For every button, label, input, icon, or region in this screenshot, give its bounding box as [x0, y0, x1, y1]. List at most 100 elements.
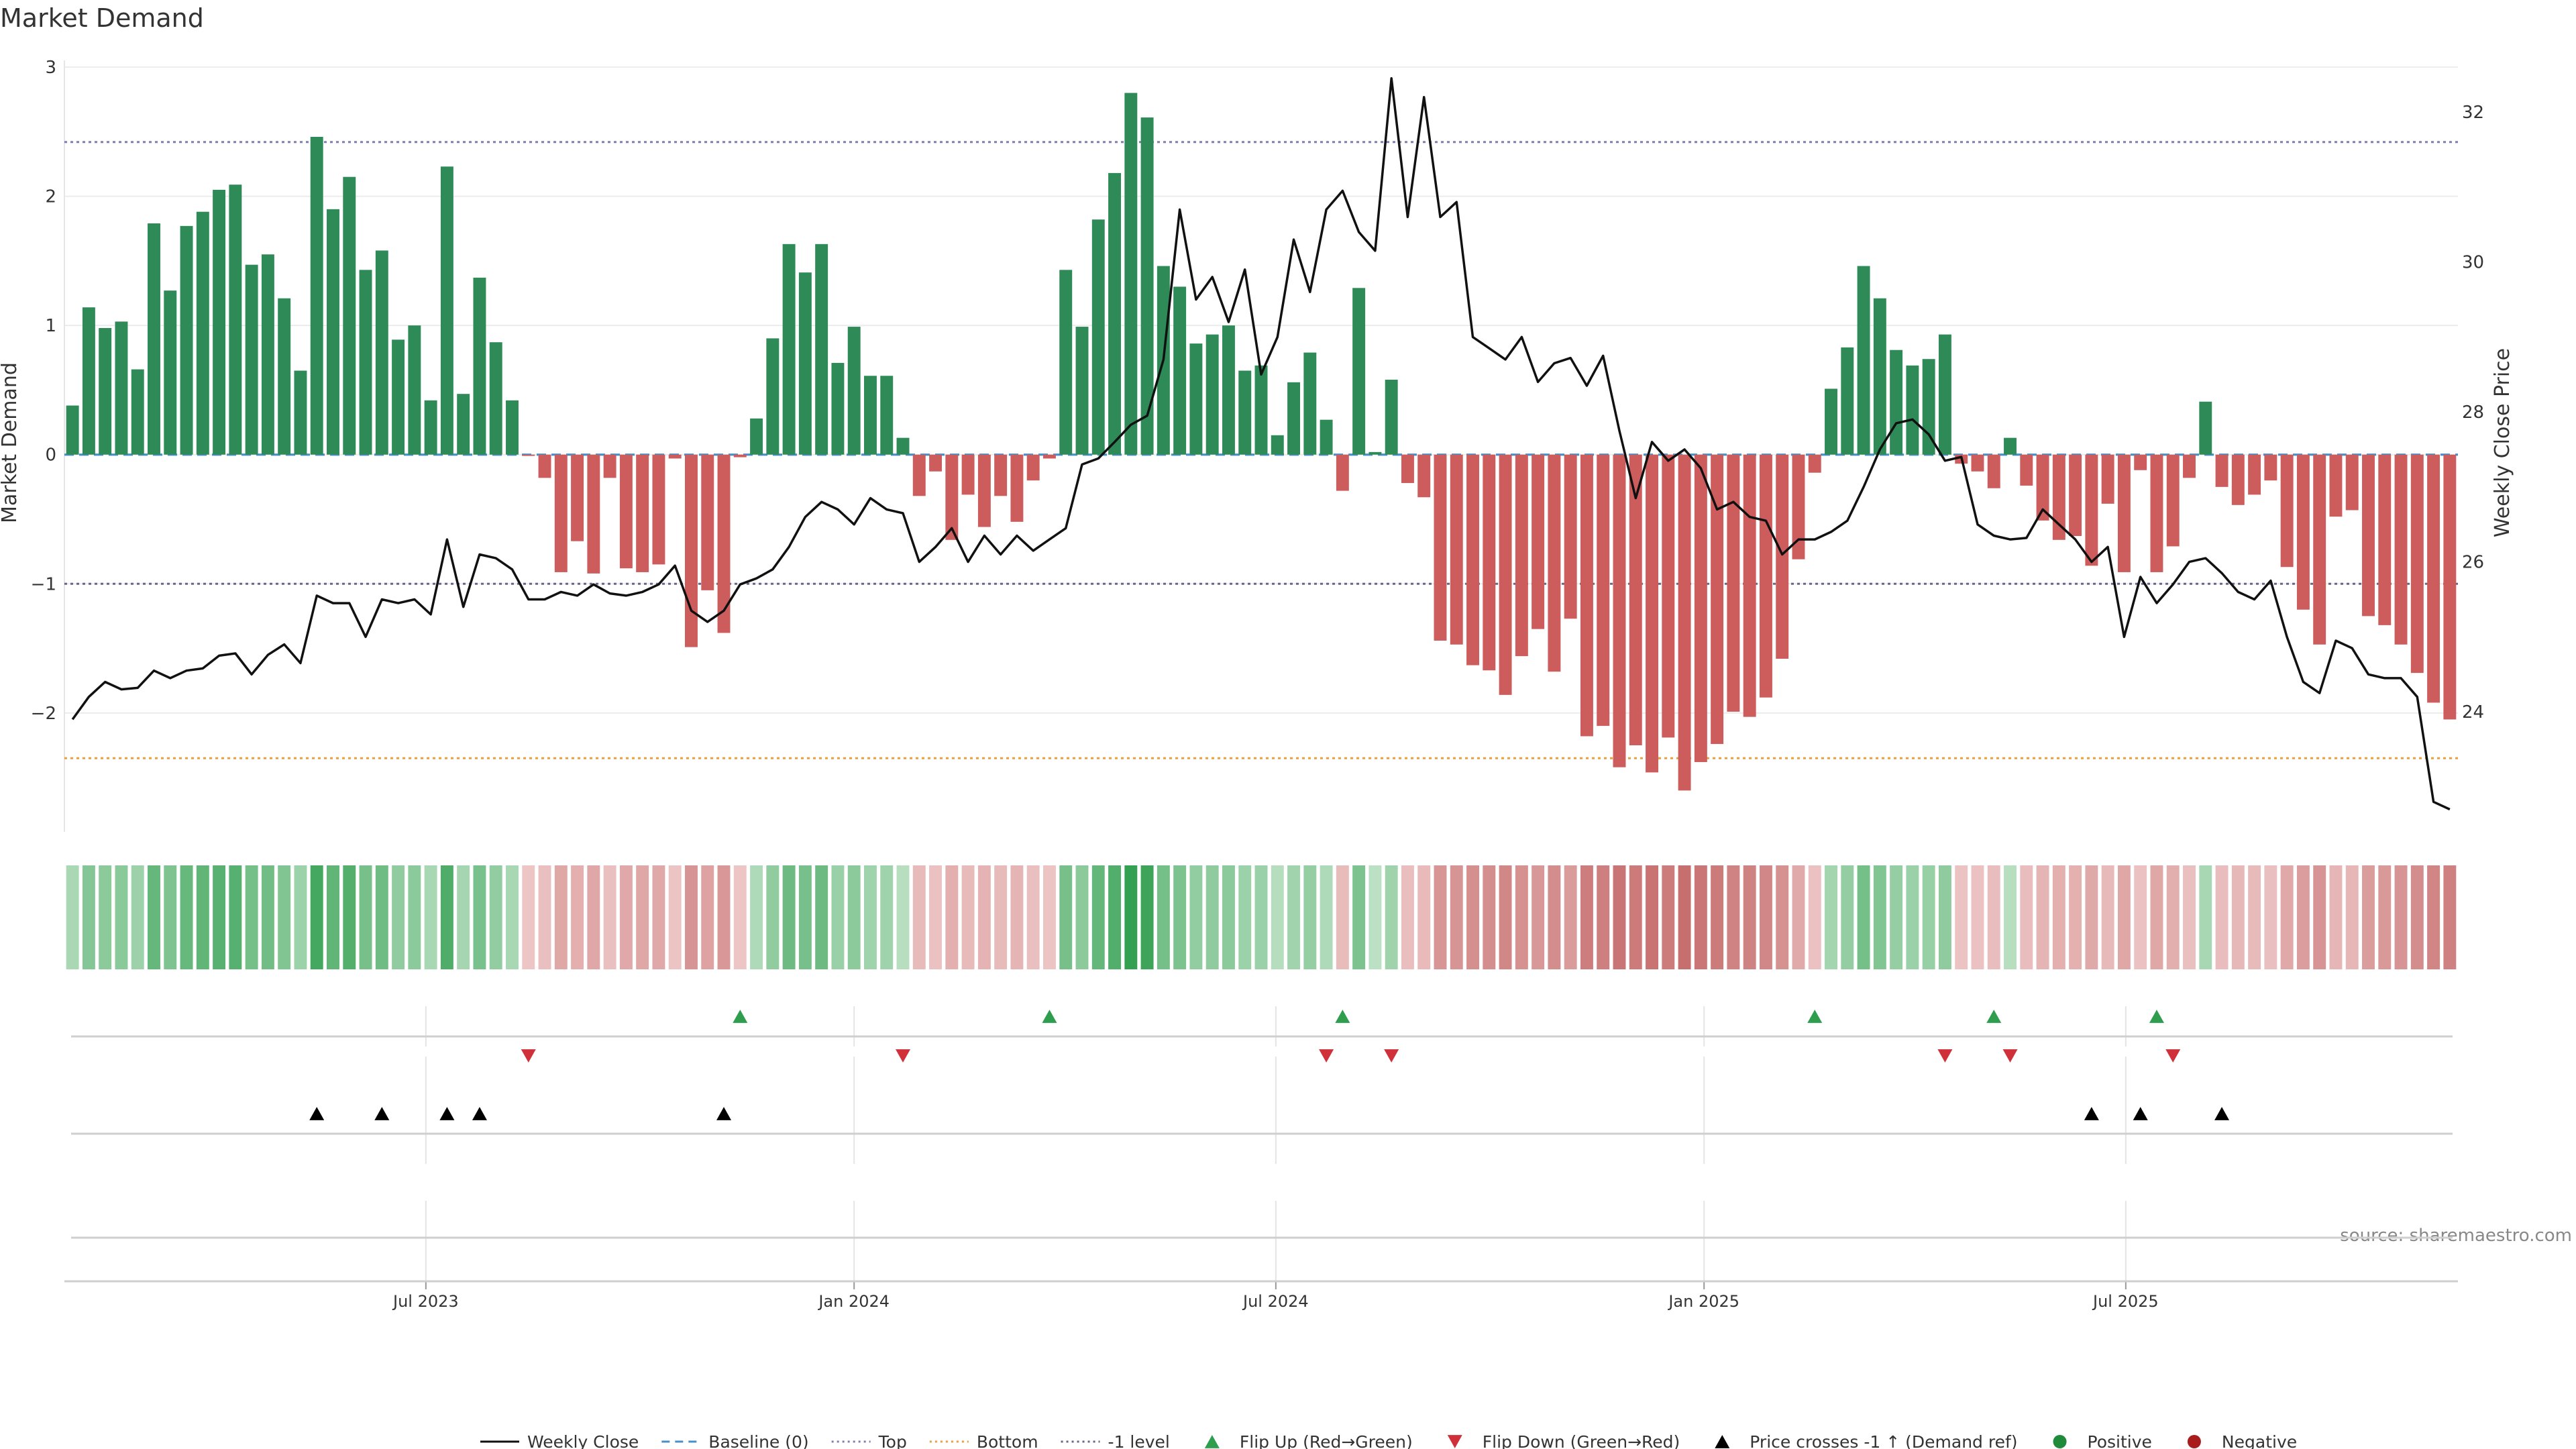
- demand-bar: [538, 454, 551, 478]
- x-tick-label: Jan 2024: [817, 1292, 890, 1311]
- heat-cell: [1792, 865, 1805, 969]
- heat-cell: [1385, 865, 1398, 969]
- demand-bar: [1434, 454, 1447, 641]
- signal-markers: [64, 1010, 2458, 1283]
- legend-label: Negative: [2222, 1432, 2297, 1449]
- demand-bar: [1173, 286, 1187, 455]
- demand-bar: [1466, 454, 1480, 665]
- heat-cell: [457, 865, 470, 969]
- heat-cell: [2052, 865, 2065, 969]
- heat-cell: [1890, 865, 1903, 969]
- heat-cell: [1694, 865, 1707, 969]
- demand-bar: [2150, 454, 2163, 572]
- flip-down-marker: [896, 1049, 911, 1063]
- heat-cell: [1352, 865, 1366, 969]
- heat-cell: [1075, 865, 1089, 969]
- heat-cell: [945, 865, 959, 969]
- grid-lines: [64, 60, 2458, 1281]
- demand-bar: [636, 454, 649, 572]
- heat-cell: [1678, 865, 1691, 969]
- demand-bar: [1906, 365, 1919, 455]
- heat-cell: [619, 865, 633, 969]
- heat-cell: [1857, 865, 1870, 969]
- price-cross-marker: [2084, 1107, 2099, 1120]
- demand-bar: [1450, 454, 1463, 645]
- heat-cell: [1532, 865, 1545, 969]
- demand-bar: [1743, 454, 1756, 717]
- x-tick-label: Jul 2025: [2092, 1292, 2159, 1311]
- demand-bar: [2427, 454, 2440, 703]
- demand-bar: [782, 244, 796, 455]
- demand-bar: [2280, 454, 2294, 568]
- legend-item: -1 level: [1061, 1432, 1170, 1449]
- demand-bar: [1368, 451, 1382, 455]
- demand-bar: [164, 290, 177, 455]
- legend-label: Flip Down (Green→Red): [1483, 1432, 1680, 1449]
- x-tick-label: Jul 2023: [392, 1292, 459, 1311]
- demand-bar: [1059, 270, 1073, 455]
- price-cross-marker: [472, 1107, 487, 1120]
- demand-bar: [148, 223, 160, 455]
- demand-bars: [66, 93, 2457, 791]
- demand-bar: [229, 184, 242, 455]
- demand-bar: [977, 454, 991, 527]
- demand-bar: [1010, 454, 1024, 522]
- legend-swatch: [2187, 1435, 2201, 1448]
- heat-cell: [2313, 865, 2326, 969]
- heat-cell: [66, 865, 79, 969]
- legend-swatch: [1715, 1435, 1730, 1448]
- heat-cell: [261, 865, 274, 969]
- demand-bar: [1532, 454, 1545, 629]
- heat-cell: [1987, 865, 2000, 969]
- heat-cell: [343, 865, 356, 969]
- heat-cell: [538, 865, 551, 969]
- heat-cell: [798, 865, 812, 969]
- heat-cell: [1629, 865, 1642, 969]
- heat-cell: [554, 865, 568, 969]
- demand-bar: [2345, 454, 2359, 511]
- demand-bar: [213, 189, 226, 455]
- x-tick-label: Jan 2025: [1667, 1292, 1739, 1311]
- legend-label: Positive: [2088, 1432, 2152, 1449]
- heat-cell: [1042, 865, 1056, 969]
- demand-bar: [733, 454, 747, 458]
- demand-bar: [1646, 454, 1658, 773]
- heat-cell: [2004, 865, 2017, 969]
- heat-cell: [278, 865, 291, 969]
- demand-bar: [261, 254, 274, 455]
- right-tick-label: 26: [2462, 553, 2484, 573]
- heat-cell: [994, 865, 1008, 969]
- demand-bar: [701, 454, 714, 590]
- right-tick-label: 28: [2462, 402, 2484, 423]
- demand-heat-strip: [66, 865, 2457, 969]
- heat-cell: [815, 865, 828, 969]
- heat-cell: [847, 865, 861, 969]
- demand-bar: [1401, 454, 1414, 484]
- demand-bar: [1205, 334, 1219, 455]
- price-cross-marker: [374, 1107, 390, 1120]
- heat-cell: [1580, 865, 1593, 969]
- demand-bar: [619, 454, 633, 569]
- heat-cell: [375, 865, 388, 969]
- demand-bar: [2378, 454, 2392, 625]
- heat-cell: [1091, 865, 1105, 969]
- demand-bar: [1759, 454, 1772, 698]
- demand-bar: [2231, 454, 2245, 505]
- demand-bar: [2313, 454, 2326, 645]
- heat-cell: [2378, 865, 2392, 969]
- heat-cell: [522, 865, 535, 969]
- heat-cell: [392, 865, 405, 969]
- demand-bar: [2443, 454, 2457, 720]
- legend-item: Baseline (0): [661, 1432, 809, 1449]
- demand-bar: [847, 327, 861, 455]
- demand-bar: [1320, 419, 1333, 455]
- legend-label: Bottom: [977, 1432, 1038, 1449]
- flip-down-marker: [2002, 1049, 2018, 1063]
- demand-bar: [571, 454, 584, 541]
- demand-bar: [375, 250, 388, 455]
- y-axis-label-right: Weekly Close Price: [2491, 348, 2514, 537]
- demand-bar: [1026, 454, 1040, 481]
- heat-cell: [1157, 865, 1170, 969]
- demand-bar: [880, 376, 894, 455]
- price-cross-marker: [309, 1107, 325, 1120]
